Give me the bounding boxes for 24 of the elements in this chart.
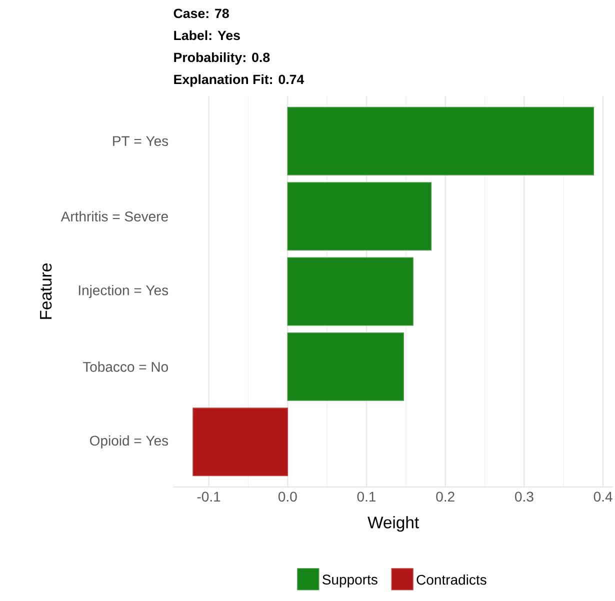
bar <box>287 257 414 326</box>
bar <box>192 408 288 476</box>
y-tick-label: Opioid = Yes <box>90 435 168 448</box>
x-tick-label: 0.3 <box>515 492 534 502</box>
bar <box>287 182 432 251</box>
y-tick-label: PT = Yes <box>113 136 168 146</box>
legend-label: Contradicts <box>416 574 486 585</box>
y-tick-label: Injection = Yes <box>78 284 168 298</box>
chart-title: Case: 78 <box>174 8 229 18</box>
x-tick-label: 0.0 <box>278 492 297 502</box>
text: Explanation Fit: 0.74 <box>174 74 304 87</box>
bar <box>287 106 594 176</box>
x-tick-label: 0.4 <box>594 492 612 502</box>
text: Label: Yes <box>174 30 240 40</box>
y-tick-label: Arthritis = Severe <box>60 211 168 222</box>
bar <box>287 332 404 401</box>
y-tick-label: Tobacco = No <box>82 362 168 372</box>
text: Probability: 0.8 <box>174 52 270 65</box>
legend-label: Supports <box>322 574 378 588</box>
x-axis-title: Weight <box>368 516 419 532</box>
y-axis-title: Feature <box>40 264 52 319</box>
x-tick-label: 0.1 <box>357 492 376 502</box>
x-tick-label: 0.2 <box>436 492 454 502</box>
x-tick-label: -0.1 <box>197 492 220 502</box>
